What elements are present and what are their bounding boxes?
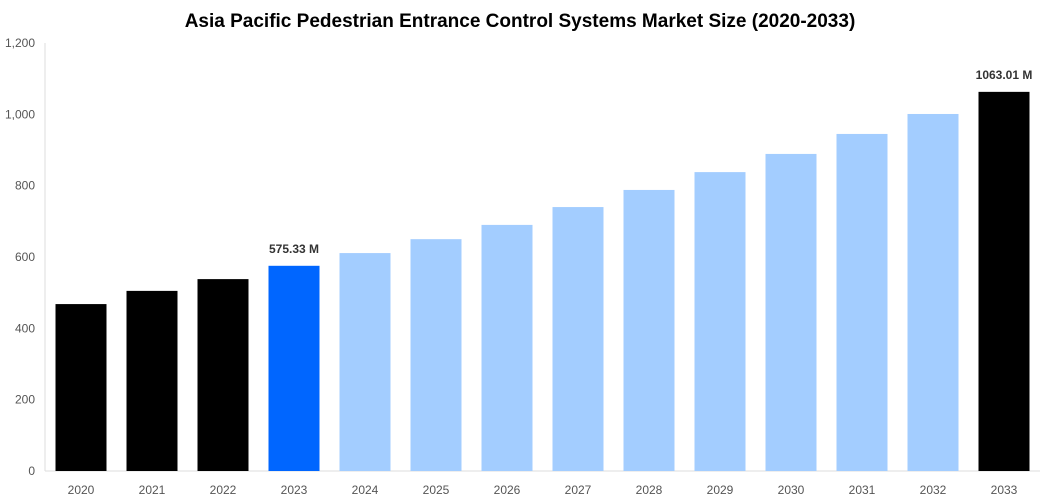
x-tick-label: 2026 (494, 483, 521, 497)
y-tick-label: 800 (15, 179, 35, 193)
x-tick-label: 2029 (707, 483, 734, 497)
y-tick-label: 200 (15, 393, 35, 407)
y-tick-label: 600 (15, 250, 35, 264)
bar-2024 (339, 253, 391, 471)
bar-2022 (197, 279, 249, 471)
bar-2030 (765, 153, 817, 471)
y-tick-label: 1,200 (5, 36, 35, 50)
x-tick-label: 2025 (423, 483, 450, 497)
x-tick-label: 2024 (352, 483, 379, 497)
bar-2027 (552, 207, 604, 472)
x-tick-label: 2028 (636, 483, 663, 497)
x-tick-label: 2031 (849, 483, 876, 497)
y-tick-label: 0 (28, 464, 35, 478)
x-tick-label: 2020 (68, 483, 95, 497)
bar-2032 (907, 113, 959, 471)
x-tick-label: 2032 (920, 483, 947, 497)
x-tick-label: 2027 (565, 483, 592, 497)
data-label: 1063.01 M (976, 68, 1033, 82)
bar-2023 (268, 265, 320, 471)
x-tick-label: 2022 (210, 483, 237, 497)
bar-2020 (55, 304, 107, 471)
data-label: 575.33 M (269, 242, 319, 256)
x-tick-label: 2030 (778, 483, 805, 497)
x-tick-label: 2021 (139, 483, 166, 497)
bar-2033 (978, 91, 1030, 471)
x-tick-label: 2033 (991, 483, 1018, 497)
bar-2029 (694, 172, 746, 471)
chart-title: Asia Pacific Pedestrian Entrance Control… (185, 11, 856, 32)
bar-2021 (126, 290, 178, 471)
bar-2026 (481, 224, 533, 471)
bar-2028 (623, 189, 675, 472)
bar-2031 (836, 133, 888, 471)
y-tick-label: 400 (15, 321, 35, 335)
x-tick-label: 2023 (281, 483, 308, 497)
bar-2025 (410, 239, 462, 471)
y-tick-label: 1,000 (5, 107, 35, 121)
